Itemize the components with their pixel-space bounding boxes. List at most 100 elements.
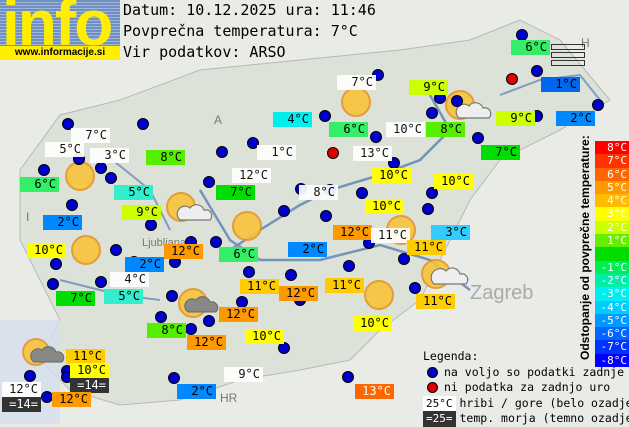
station-temp[interactable]: 12°C <box>52 392 91 407</box>
station-temp[interactable]: 9°C <box>496 111 535 126</box>
station-dot[interactable] <box>243 266 255 278</box>
station-dot[interactable] <box>320 210 332 222</box>
station-dot[interactable] <box>105 172 117 184</box>
scale-step: 3°C <box>595 207 629 220</box>
station-temp[interactable]: 13°C <box>353 146 392 161</box>
station-temp[interactable]: 6°C <box>219 247 258 262</box>
station-temp[interactable]: 5°C <box>114 185 153 200</box>
station-dot[interactable] <box>95 276 107 288</box>
station-temp[interactable]: 10°C <box>70 363 109 378</box>
station-temp[interactable]: 6°C <box>20 177 59 192</box>
legend-title: Legenda: <box>423 349 629 365</box>
station-temp[interactable]: 8°C <box>147 323 186 338</box>
station-dot-missing[interactable] <box>506 73 518 85</box>
station-temp[interactable]: 10°C <box>365 199 404 214</box>
station-temp[interactable]: 12°C <box>232 168 271 183</box>
sea-temp[interactable]: =14= <box>70 378 109 393</box>
station-temp[interactable]: 11°C <box>371 228 410 243</box>
station-temp[interactable]: 7°C <box>71 128 110 143</box>
cloud-icon <box>31 347 64 362</box>
sea-temp[interactable]: =14= <box>2 397 41 412</box>
station-temp[interactable]: 6°C <box>511 40 550 55</box>
station-dot[interactable] <box>24 370 36 382</box>
station-dot[interactable] <box>38 164 50 176</box>
station-dot[interactable] <box>203 315 215 327</box>
station-temp[interactable]: 11°C <box>407 240 446 255</box>
station-dot[interactable] <box>50 258 62 270</box>
station-temp[interactable]: 10°C <box>386 122 425 137</box>
station-temp[interactable]: 10°C <box>245 329 284 344</box>
station-temp[interactable]: 12°C <box>2 382 41 397</box>
station-temp[interactable]: 2°C <box>125 257 164 272</box>
station-dot[interactable] <box>47 278 59 290</box>
station-temp[interactable]: 11°C <box>325 278 364 293</box>
station-dot[interactable] <box>285 269 297 281</box>
station-temp[interactable]: 6°C <box>329 122 368 137</box>
station-dot[interactable] <box>409 282 421 294</box>
station-dot[interactable] <box>145 219 157 231</box>
station-temp[interactable]: 9°C <box>409 80 448 95</box>
station-temp[interactable]: 2°C <box>556 111 595 126</box>
station-dot-missing[interactable] <box>327 147 339 159</box>
station-temp[interactable]: 2°C <box>177 384 216 399</box>
station-dot[interactable] <box>592 99 604 111</box>
station-dot[interactable] <box>166 290 178 302</box>
station-dot[interactable] <box>343 260 355 272</box>
station-temp[interactable]: 3°C <box>431 225 470 240</box>
station-dot[interactable] <box>356 187 368 199</box>
station-temp[interactable]: 7°C <box>216 185 255 200</box>
station-dot[interactable] <box>155 311 167 323</box>
station-dot[interactable] <box>137 118 149 130</box>
station-temp[interactable]: 5°C <box>104 289 143 304</box>
station-temp[interactable]: 10°C <box>27 243 66 258</box>
station-dot[interactable] <box>203 176 215 188</box>
legend: Legenda: na voljo so podatki zadnje ure … <box>423 349 629 427</box>
station-dot[interactable] <box>451 95 463 107</box>
station-dot[interactable] <box>319 110 331 122</box>
station-temp[interactable]: 7°C <box>337 75 376 90</box>
station-temp[interactable]: 1°C <box>541 77 580 92</box>
station-temp[interactable]: 3°C <box>90 148 129 163</box>
station-temp[interactable]: 12°C <box>333 225 372 240</box>
station-temp[interactable]: 1°C <box>257 145 296 160</box>
station-temp[interactable]: 12°C <box>219 307 258 322</box>
scale-step: 6°C <box>595 168 629 181</box>
station-dot[interactable] <box>426 107 438 119</box>
station-temp[interactable]: 13°C <box>355 384 394 399</box>
station-temp[interactable]: 8°C <box>146 150 185 165</box>
station-temp[interactable]: 12°C <box>187 335 226 350</box>
station-temp[interactable]: 7°C <box>481 145 520 160</box>
station-dot[interactable] <box>422 203 434 215</box>
station-dot[interactable] <box>531 65 543 77</box>
station-temp[interactable]: 8°C <box>299 185 338 200</box>
station-temp[interactable]: 5°C <box>45 142 84 157</box>
station-dot[interactable] <box>95 162 107 174</box>
station-temp[interactable]: 11°C <box>66 349 105 364</box>
station-dot[interactable] <box>370 131 382 143</box>
station-dot[interactable] <box>66 199 78 211</box>
legend-sea: temp. morja (temno ozadje) <box>460 411 629 427</box>
station-temp[interactable]: 7°C <box>56 291 95 306</box>
station-temp[interactable]: 12°C <box>164 244 203 259</box>
station-temp[interactable]: 9°C <box>224 367 263 382</box>
station-temp[interactable]: 2°C <box>288 242 327 257</box>
station-dot[interactable] <box>110 244 122 256</box>
station-dot[interactable] <box>278 205 290 217</box>
station-temp[interactable]: 2°C <box>43 215 82 230</box>
station-temp[interactable]: 12°C <box>279 286 318 301</box>
station-temp[interactable]: 11°C <box>240 279 279 294</box>
cloud-icon <box>431 268 468 284</box>
station-temp[interactable]: 10°C <box>434 174 473 189</box>
station-temp[interactable]: 10°C <box>372 168 411 183</box>
station-dot[interactable] <box>185 323 197 335</box>
station-dot[interactable] <box>472 132 484 144</box>
station-temp[interactable]: 11°C <box>416 294 455 309</box>
station-dot[interactable] <box>216 146 228 158</box>
station-temp[interactable]: 9°C <box>122 205 161 220</box>
station-dot[interactable] <box>168 372 180 384</box>
station-temp[interactable]: 4°C <box>110 272 149 287</box>
station-dot[interactable] <box>342 371 354 383</box>
station-temp[interactable]: 4°C <box>273 112 312 127</box>
station-temp[interactable]: 10°C <box>353 316 392 331</box>
station-temp[interactable]: 8°C <box>426 122 465 137</box>
